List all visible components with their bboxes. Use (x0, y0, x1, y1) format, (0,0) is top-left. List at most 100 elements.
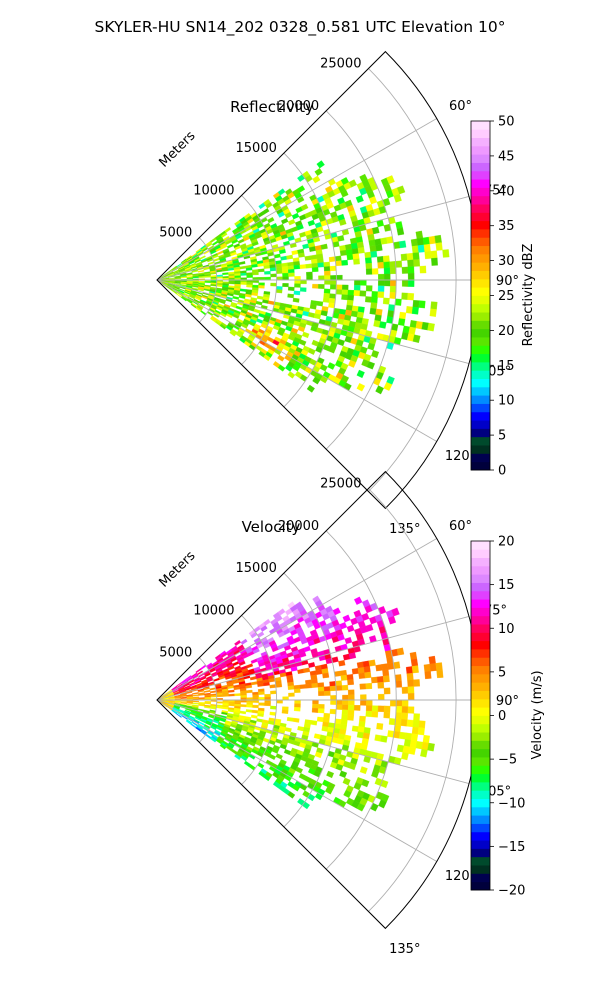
field-cell (397, 318, 406, 326)
colorbar-tick-label: 20 (498, 535, 515, 550)
field-cell (258, 285, 265, 289)
field-cell (308, 312, 316, 318)
field-cell (418, 720, 426, 729)
field-cell (277, 354, 285, 362)
radial-tick-label: 5000 (159, 226, 192, 241)
field-cell (356, 241, 364, 249)
radial-tick-label: 15000 (236, 561, 277, 576)
field-cell (310, 720, 318, 726)
field-cell (328, 256, 336, 263)
colorbar-tick-label: 0 (498, 464, 506, 479)
colorbar-band (471, 624, 490, 633)
field-cell (287, 685, 295, 690)
field-cell (176, 713, 182, 718)
field-cell (185, 691, 193, 694)
colorbar-band (471, 403, 490, 413)
field-cell (238, 261, 246, 265)
field-cell (393, 193, 402, 203)
field-cell (336, 699, 343, 706)
field-cell (360, 699, 367, 706)
field-cell (316, 300, 324, 307)
field-cell (342, 614, 351, 623)
field-cell (401, 706, 409, 714)
field-cell (365, 682, 373, 690)
field-cell (270, 282, 277, 287)
field-cell (282, 706, 289, 711)
field-cell (434, 234, 442, 244)
field-cell (344, 637, 353, 645)
field-cell (302, 243, 310, 250)
field-cell (324, 270, 331, 276)
theta-tick-label: 60° (449, 99, 472, 114)
field-cell (216, 276, 223, 279)
field-cell (257, 688, 265, 693)
field-cell (376, 676, 384, 683)
field-cell (222, 272, 229, 275)
colorbar-band (471, 682, 490, 691)
colorbar-band (471, 565, 490, 575)
field-cell (400, 719, 408, 727)
field-cell (352, 253, 360, 260)
field-cell (250, 681, 258, 686)
field-cell (329, 293, 337, 299)
field-cell (320, 243, 328, 250)
colorbar-band (471, 154, 490, 163)
field-cell (408, 746, 416, 755)
colorbar-tick-label: −15 (498, 840, 525, 855)
colorbar-band (471, 187, 490, 197)
field-cell (339, 770, 348, 778)
field-cell (401, 752, 409, 761)
field-cell (422, 734, 430, 744)
field-cell (264, 702, 271, 707)
theta-tick-label: 120° (445, 449, 476, 464)
field-cell (246, 282, 253, 286)
colorbar-band (471, 245, 490, 255)
field-cell (299, 287, 307, 292)
colorbar-band (471, 312, 490, 321)
colorbar-band (471, 732, 490, 741)
field-cell (382, 297, 390, 305)
field-cell (359, 766, 368, 775)
colorbar-band (471, 607, 490, 617)
velocity-colorbar-label: Velocity (m/s) (530, 670, 545, 759)
colorbar-band (471, 295, 490, 305)
field-cell (240, 704, 247, 708)
velocity-colorbar-bands (471, 541, 490, 891)
field-cell (337, 235, 345, 242)
field-cell (345, 248, 353, 256)
field-cell (410, 238, 419, 247)
field-cell (277, 364, 286, 372)
field-cell (278, 249, 286, 255)
colorbar-tick-label: 35 (498, 219, 515, 234)
field-cell (323, 686, 331, 692)
field-cell (275, 289, 283, 294)
colorbar-band (471, 582, 490, 592)
field-cell (396, 227, 405, 236)
field-cell (406, 252, 414, 261)
field-cell (365, 257, 372, 264)
field-cell (416, 237, 425, 246)
field-cell (400, 253, 408, 261)
colorbar-tick-label: 40 (498, 184, 515, 199)
field-cell (372, 226, 380, 235)
field-cell (395, 712, 403, 720)
colorbar-band (471, 320, 490, 330)
field-cell (380, 237, 388, 245)
reflectivity-radial-labels: 5000 10000 15000 20000 25000 (159, 57, 361, 241)
field-cell (240, 272, 247, 276)
colorbar-tick-label: 15 (498, 359, 515, 374)
field-cell (366, 361, 375, 370)
field-cell (304, 255, 312, 261)
field-cell (413, 259, 420, 267)
field-cell (371, 676, 378, 684)
field-cell (413, 713, 420, 721)
radial-tick-label: 10000 (193, 603, 234, 618)
field-cell (383, 687, 391, 695)
field-cell (308, 662, 316, 668)
colorbar-tick-label: 45 (498, 149, 515, 164)
field-cell (330, 695, 337, 701)
field-cell (388, 304, 396, 312)
colorbar-band (471, 632, 490, 642)
field-cell (428, 235, 436, 245)
field-cell (436, 669, 444, 679)
